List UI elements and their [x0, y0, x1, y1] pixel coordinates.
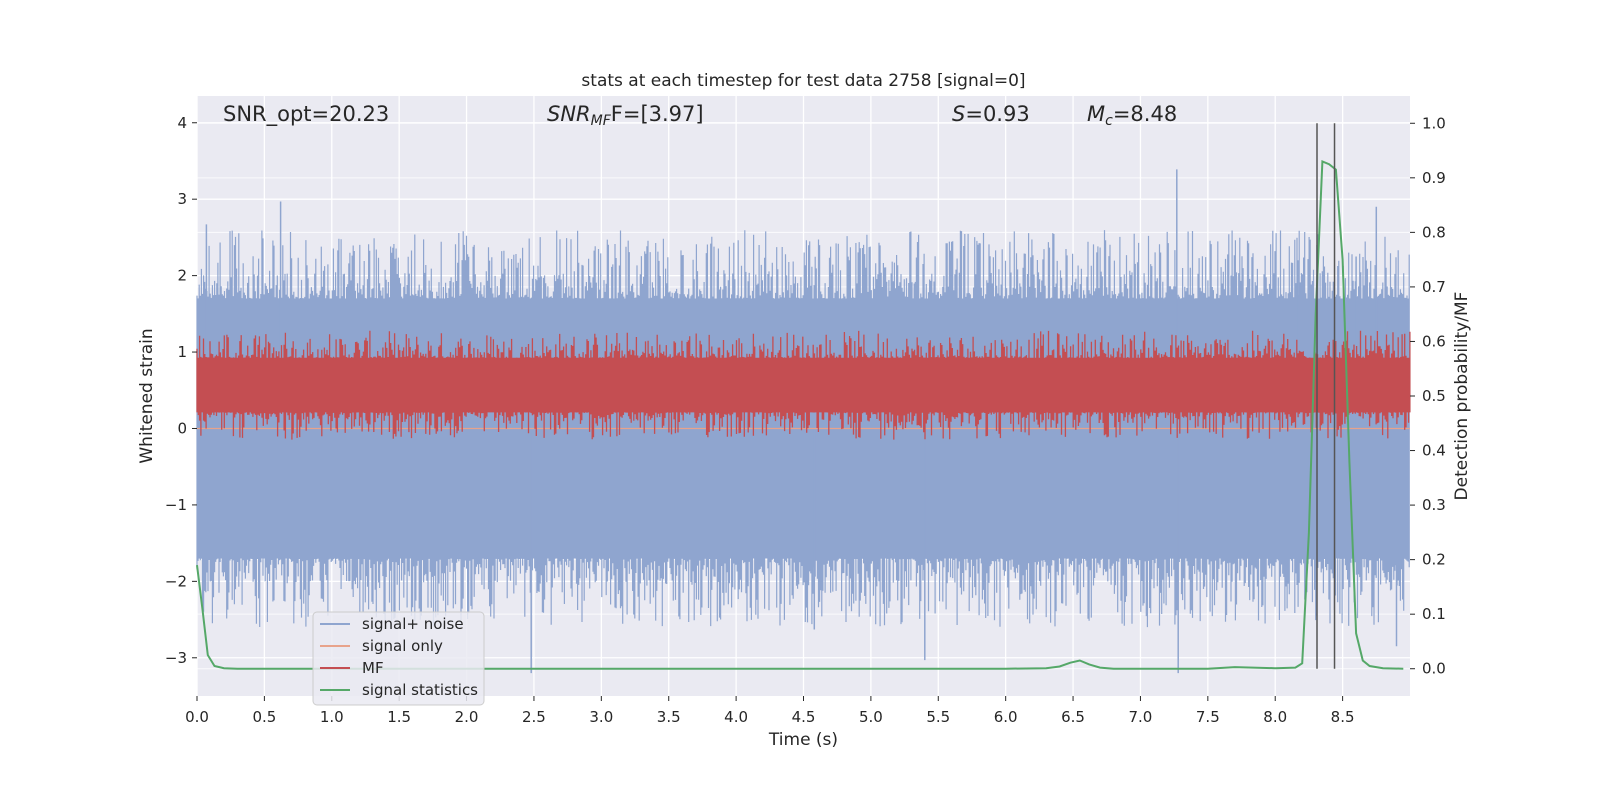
- y2-tick-label: 0.3: [1422, 496, 1446, 514]
- snr-mf-annotation: SNRMFF=[3.97]: [547, 102, 704, 129]
- y-tick-label: 1: [177, 343, 187, 361]
- y2-tick-label: 0.4: [1422, 442, 1446, 460]
- y-axis-label: Whitened strain: [137, 328, 157, 463]
- mc-value: =8.48: [1113, 102, 1177, 126]
- x-tick-label: 3.5: [657, 708, 681, 726]
- s-annotation: S=0.93: [952, 102, 1030, 126]
- legend-label-mf: MF: [362, 659, 384, 677]
- signal-noise-peaks: [205, 169, 1398, 674]
- x-tick-label: 0.0: [185, 708, 209, 726]
- legend: signal+ noise signal only MF signal stat…: [312, 611, 485, 706]
- y2-axis-label: Detection probability/MF: [1452, 292, 1472, 501]
- mc-subscript: c: [1105, 113, 1113, 129]
- mc-symbol: M: [1087, 102, 1105, 126]
- s-symbol: S: [952, 102, 965, 126]
- s-value: =0.93: [965, 102, 1029, 126]
- legend-box: [312, 611, 485, 706]
- mc-annotation: Mc=8.48: [1087, 102, 1177, 129]
- snr-opt-annotation: SNR_opt=20.23: [223, 102, 389, 127]
- x-tick-label: 6.5: [1061, 708, 1085, 726]
- signal-statistics-line: [196, 160, 1404, 670]
- x-tick-label: 5.5: [926, 708, 950, 726]
- x-tick-label: 1.0: [320, 708, 344, 726]
- x-tick-label: 8.5: [1331, 708, 1355, 726]
- y-tick-label: 4: [177, 114, 187, 132]
- y2-tick-label: 0.8: [1422, 223, 1446, 241]
- y2-tick-label: 0.9: [1422, 169, 1446, 187]
- mf-trace: [196, 330, 1411, 440]
- legend-label-signal-only: signal only: [362, 637, 443, 655]
- y2-tick-label: 0.2: [1422, 551, 1446, 569]
- x-tick-label: 7.0: [1129, 708, 1153, 726]
- x-tick-label: 6.0: [994, 708, 1018, 726]
- x-tick-label: 2.5: [522, 708, 546, 726]
- y2-tick-label: 0.7: [1422, 278, 1446, 296]
- x-tick-label: 8.0: [1263, 708, 1287, 726]
- y-tick-label: 0: [177, 419, 187, 437]
- x-tick-label: 4.0: [724, 708, 748, 726]
- x-tick-label: 5.0: [859, 708, 883, 726]
- x-axis-label: Time (s): [768, 730, 838, 750]
- x-tick-label: 1.5: [387, 708, 411, 726]
- y2-tick-label: 1.0: [1422, 114, 1446, 132]
- legend-label-signal-statistics: signal statistics: [362, 681, 478, 699]
- vertical-markers: [1316, 123, 1336, 669]
- x-tick-label: 3.0: [589, 708, 613, 726]
- legend-label-signal-noise: signal+ noise: [362, 615, 464, 633]
- snr-mf-subscript: MF: [591, 113, 612, 129]
- chart-title: stats at each timestep for test data 275…: [581, 71, 1025, 91]
- y2-tick-label: 0.0: [1422, 660, 1446, 678]
- ticks: 0.0 0.5 1.0 1.5 2.0 2.5 3.0 3.5 4.0 4.5 5.0 5.5 6.0 6…: [165, 114, 1446, 726]
- y-tick-label: 2: [177, 267, 187, 285]
- y2-tick-label: 0.5: [1422, 387, 1446, 405]
- mf-series: [196, 330, 1411, 440]
- y-tick-label: 3: [177, 190, 187, 208]
- x-tick-label: 2.0: [455, 708, 479, 726]
- x-tick-label: 4.5: [792, 708, 816, 726]
- snr-mf-value: F=[3.97]: [611, 102, 704, 126]
- signal-statistics-series: [196, 160, 1404, 670]
- x-tick-label: 0.5: [252, 708, 276, 726]
- y2-tick-label: 0.1: [1422, 605, 1446, 623]
- y-tick-label: −2: [165, 572, 187, 590]
- snr-mf-symbol: SNR: [547, 102, 591, 126]
- y-tick-label: −3: [165, 649, 187, 667]
- y2-tick-label: 0.6: [1422, 332, 1446, 350]
- y-tick-label: −1: [165, 496, 187, 514]
- x-tick-label: 7.5: [1196, 708, 1220, 726]
